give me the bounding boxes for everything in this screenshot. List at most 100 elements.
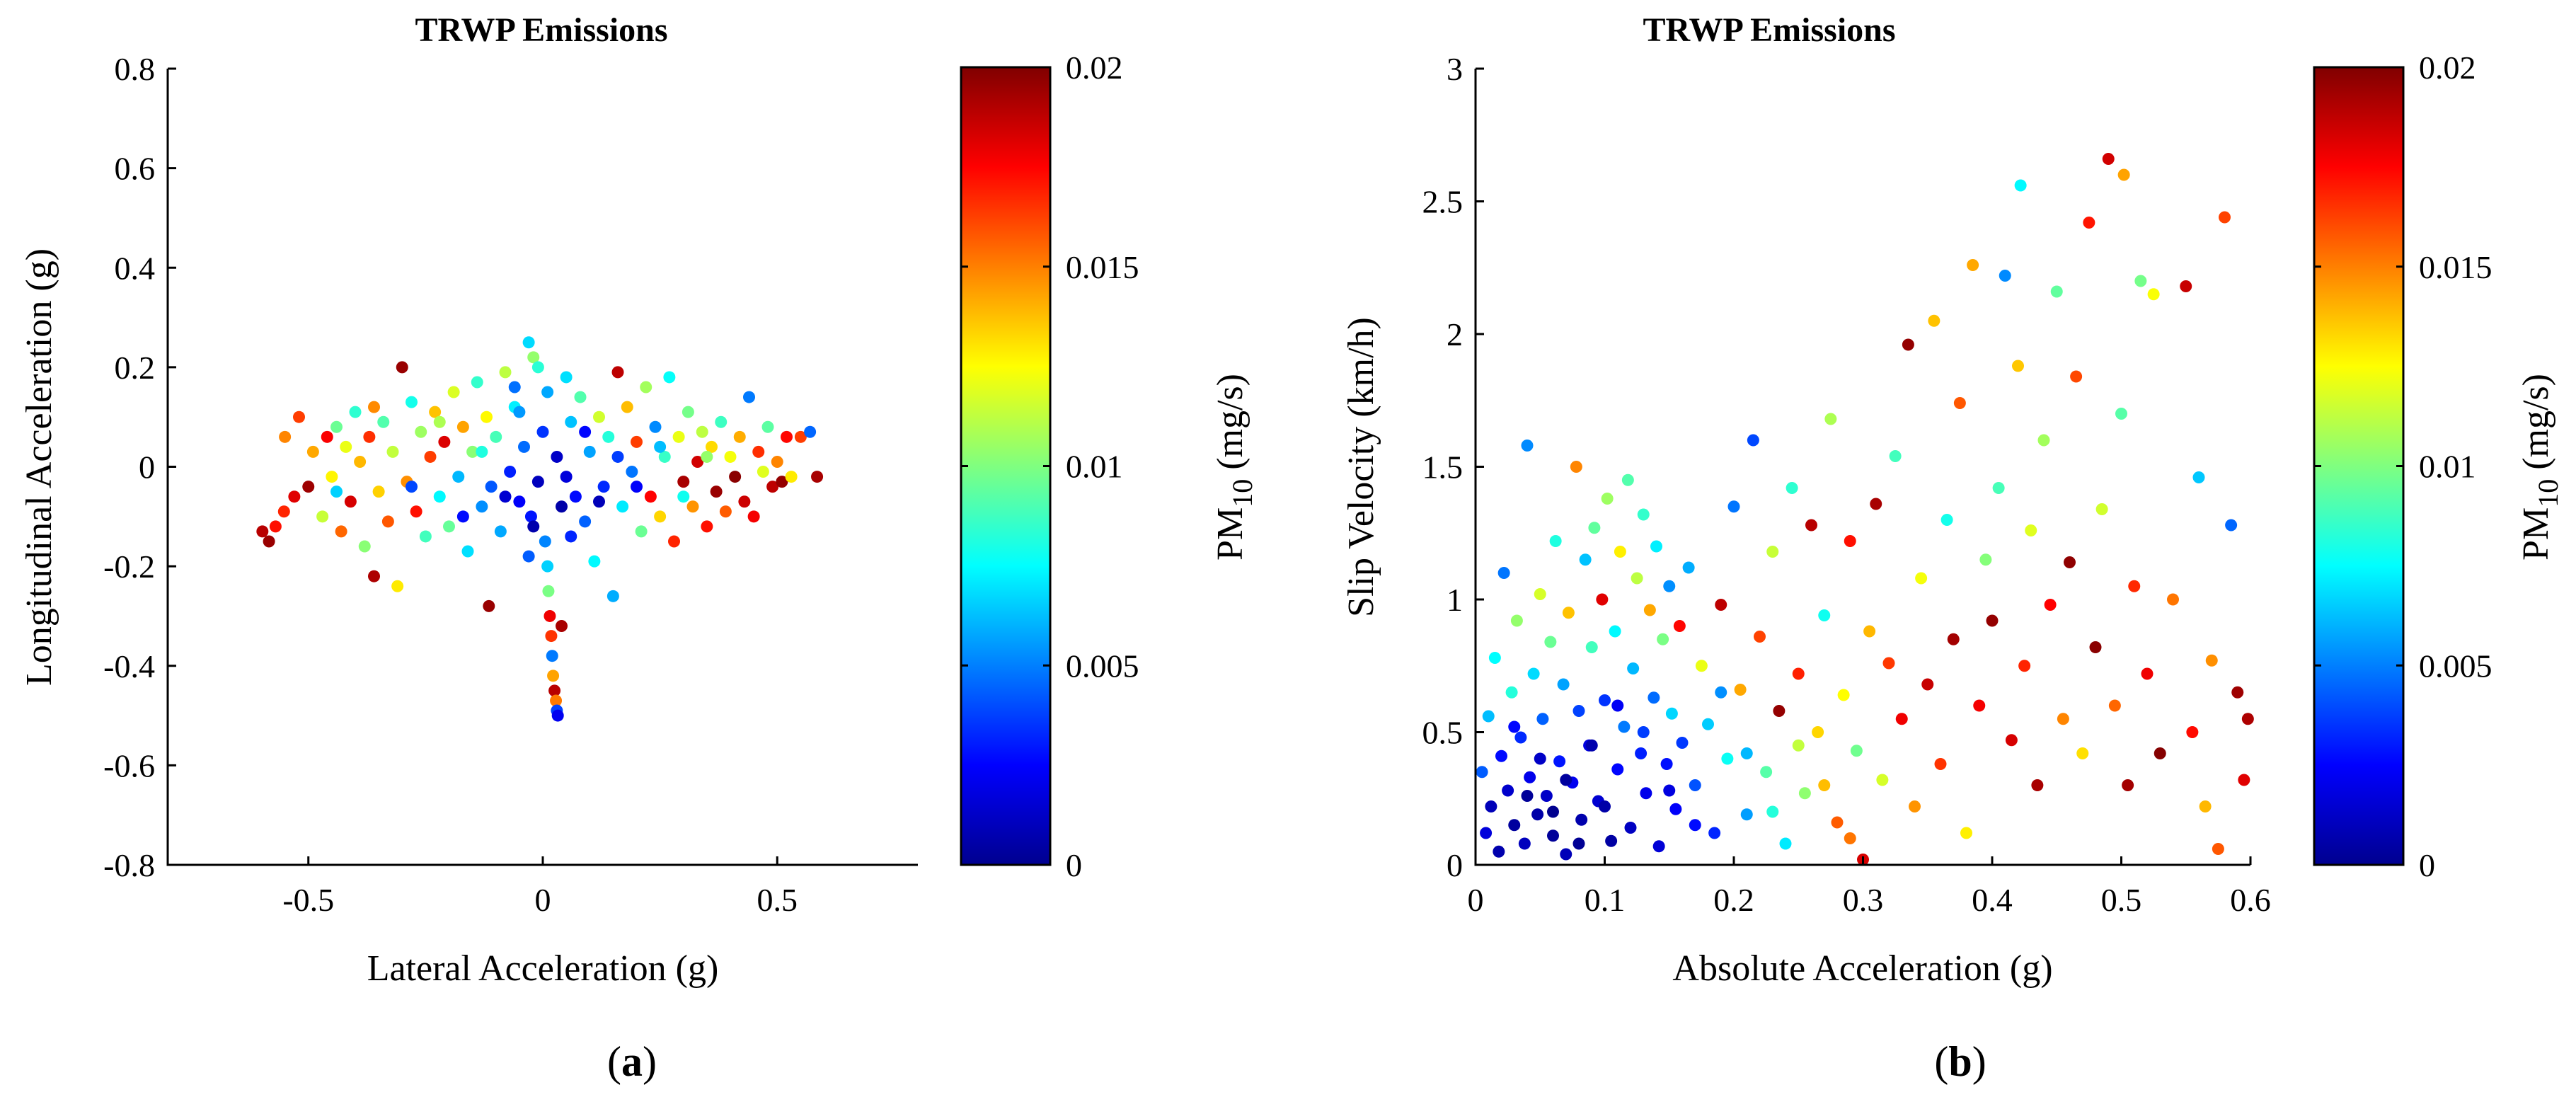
scatter-point — [277, 505, 290, 518]
scatter-point — [256, 525, 269, 538]
scatter-point — [2108, 699, 2121, 712]
scatter-point — [677, 476, 690, 488]
y-tick-label: 2 — [1447, 316, 1463, 352]
scatter-point — [513, 406, 526, 418]
scatter-point — [531, 361, 544, 374]
colorbar-tick-label: 0 — [1066, 847, 1082, 883]
scatter-point — [579, 515, 592, 528]
scatter-point — [2167, 593, 2179, 606]
scatter-point — [1818, 779, 1831, 791]
scatter-point — [542, 585, 555, 597]
scatter-point — [2014, 179, 2027, 192]
scatter-point — [1747, 434, 1759, 447]
scatter-point — [1495, 749, 1507, 762]
scatter-point — [443, 520, 455, 533]
scatter-point — [1682, 561, 1695, 574]
scatter-point — [433, 415, 446, 428]
x-tick-label: 0.4 — [1972, 882, 2013, 918]
scatter-point — [1889, 450, 1902, 462]
scatter-point — [499, 490, 512, 503]
scatter-point — [1599, 694, 1611, 706]
scatter-point — [544, 609, 556, 622]
scatter-point — [1934, 758, 1947, 770]
panel-b-colorbar-label-sub: 10 — [2532, 479, 2564, 507]
scatter-point — [644, 490, 657, 503]
scatter-point — [1637, 508, 1650, 521]
panel-b-y-ticks: 0 0.5 1 1.5 2 2.5 3 — [1422, 51, 1484, 883]
scatter-point — [1940, 514, 1953, 526]
scatter-point — [527, 520, 540, 533]
panel-a-y-label: Longitudinal Acceleration (g) — [19, 248, 59, 686]
scatter-point — [545, 630, 558, 643]
scatter-point — [1553, 755, 1566, 768]
scatter-point — [1715, 686, 1727, 699]
scatter-point — [415, 425, 427, 438]
panel-a-colorbar-gradient — [960, 66, 1052, 866]
scatter-point — [316, 510, 329, 523]
scatter-point — [747, 510, 760, 523]
scatter-point — [1915, 572, 1928, 585]
panel-b-caption: (b) — [1934, 1038, 1986, 1085]
scatter-point — [476, 500, 488, 513]
scatter-point — [724, 450, 737, 463]
scatter-point — [518, 440, 530, 453]
scatter-point — [1534, 752, 1546, 765]
scatter-point — [1547, 829, 1559, 842]
scatter-point — [1779, 837, 1792, 850]
scatter-point — [1544, 636, 1557, 648]
scatter-point — [1663, 580, 1676, 592]
scatter-point — [2044, 599, 2057, 611]
scatter-point — [631, 435, 643, 448]
scatter-point — [406, 396, 418, 408]
scatter-point — [1708, 827, 1721, 839]
scatter-point — [1585, 739, 1598, 752]
panel-b-x-label: Absolute Acceleration (g) — [1672, 948, 2052, 989]
scatter-point — [424, 450, 437, 463]
scatter-point — [710, 486, 723, 498]
scatter-point — [2076, 747, 2089, 759]
scatter-point — [456, 510, 469, 523]
panel-a-colorbar-label-main: PM — [1210, 507, 1250, 561]
scatter-point — [536, 425, 549, 438]
scatter-point — [551, 450, 563, 463]
scatter-point — [419, 530, 432, 543]
scatter-point — [588, 555, 601, 568]
scatter-point — [2141, 667, 2154, 680]
scatter-point — [1766, 805, 1779, 818]
scatter-point — [1850, 745, 1863, 757]
scatter-point — [1665, 707, 1678, 720]
scatter-point — [565, 530, 577, 543]
scatter-point — [1521, 790, 1534, 802]
scatter-point — [1508, 819, 1521, 832]
scatter-point — [579, 425, 592, 438]
scatter-point — [1727, 500, 1740, 513]
scatter-point — [1493, 845, 1505, 858]
scatter-point — [476, 445, 488, 458]
scatter-point — [1689, 779, 1701, 791]
scatter-point — [1618, 720, 1631, 733]
scatter-point — [1514, 731, 1527, 744]
x-tick-label: 0 — [535, 882, 551, 918]
scatter-point — [1648, 691, 1660, 704]
scatter-point — [1502, 784, 1514, 797]
scatter-point — [349, 406, 362, 418]
scatter-point — [1986, 614, 1999, 627]
scatter-point — [1921, 678, 1934, 691]
y-tick-label: 0.5 — [1422, 715, 1464, 751]
scatter-point — [696, 425, 708, 438]
scatter-point — [654, 510, 667, 523]
panel-a-caption-letter: a — [621, 1038, 643, 1085]
scatter-point — [344, 495, 357, 508]
scatter-point — [1518, 837, 1531, 850]
scatter-point — [729, 471, 742, 483]
scatter-point — [733, 430, 746, 443]
scatter-point — [2199, 800, 2212, 812]
scatter-point — [766, 481, 779, 493]
colorbar-tick-label: 0.01 — [2419, 449, 2476, 485]
scatter-point — [1640, 787, 1652, 800]
scatter-point — [1792, 667, 1805, 680]
scatter-point — [2089, 641, 2102, 653]
scatter-point — [546, 650, 558, 662]
scatter-point — [306, 445, 319, 458]
scatter-point — [1702, 718, 1714, 730]
